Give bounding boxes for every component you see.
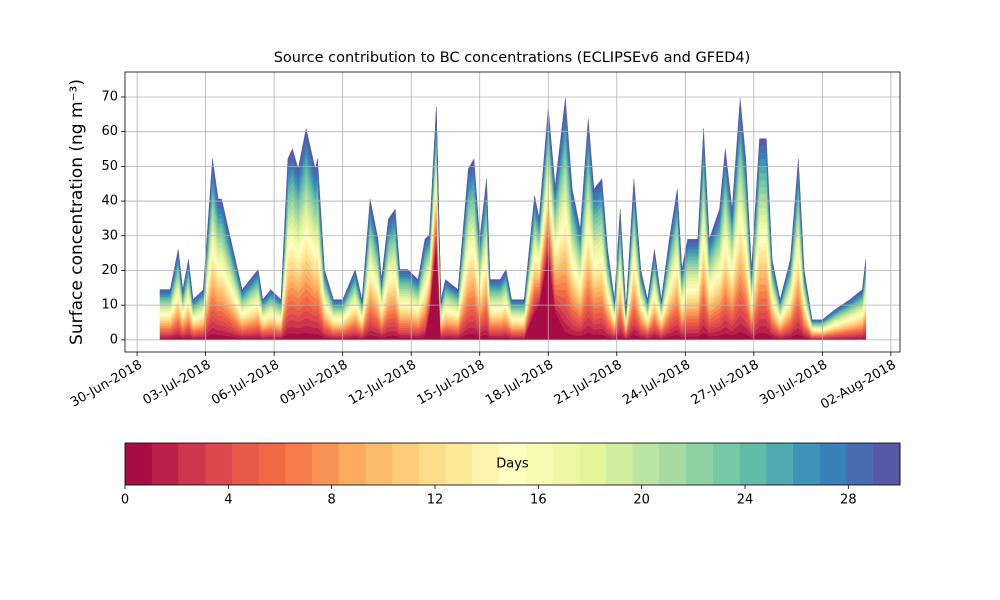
y-tick-label: 70	[101, 89, 118, 104]
colorbar-bin	[525, 443, 554, 485]
y-tick-label: 60	[101, 124, 118, 139]
colorbar-bin	[445, 443, 473, 485]
colorbar-bin	[178, 443, 206, 485]
y-axis-label: Surface concentration (ng m⁻³)	[67, 79, 87, 345]
colorbar-bin	[365, 443, 393, 485]
colorbar-bin	[766, 443, 794, 485]
x-tick-label: 03-Jul-2018	[141, 358, 214, 409]
area-layer	[159, 98, 866, 321]
colorbar-bin	[846, 443, 874, 485]
colorbar-bin	[873, 443, 901, 485]
colorbar-bin	[739, 443, 767, 485]
colorbar-bin	[686, 443, 714, 485]
colorbar-bin	[659, 443, 687, 485]
colorbar-tick-label: 8	[328, 493, 336, 508]
colorbar-bin	[552, 443, 580, 485]
y-tick-label: 40	[101, 194, 118, 209]
x-tick-label: 15-Jul-2018	[415, 358, 488, 409]
colorbar-bin	[606, 443, 634, 485]
colorbar-bin	[712, 443, 741, 485]
colorbar-tick-label: 24	[737, 493, 754, 508]
colorbar-label: Days	[496, 457, 529, 472]
colorbar-bin	[418, 443, 447, 485]
x-tick-label: 02-Aug-2018	[818, 358, 898, 413]
colorbar-frame	[124, 442, 901, 486]
colorbar-bin	[793, 443, 821, 485]
plot-frame	[124, 71, 901, 353]
x-tick-label: 12-Jul-2018	[346, 358, 419, 409]
colorbar-bin	[499, 443, 527, 485]
colorbar-bin	[632, 443, 660, 485]
colorbar-bin	[392, 443, 420, 485]
colorbar-tick-label: 0	[121, 493, 129, 508]
colorbar-bin	[231, 443, 260, 485]
x-tick-label: 06-Jul-2018	[209, 358, 282, 409]
y-tick-label: 0	[110, 332, 118, 347]
colorbar-bin	[285, 443, 313, 485]
colorbar-bin	[125, 443, 153, 485]
colorbar-bin	[579, 443, 607, 485]
x-tick-label: 30-Jun-2018	[68, 358, 145, 411]
x-tick-label: 09-Jul-2018	[278, 358, 351, 409]
x-tick-label: 21-Jul-2018	[552, 358, 625, 409]
x-tick-label: 24-Jul-2018	[620, 358, 693, 409]
colorbar-tick-label: 16	[530, 493, 547, 508]
y-tick-label: 30	[101, 228, 118, 243]
x-tick-label: 18-Jul-2018	[483, 358, 556, 409]
colorbar-bin	[338, 443, 367, 485]
y-tick-label: 10	[101, 298, 118, 313]
y-tick-label: 20	[101, 263, 118, 278]
colorbar-tick-label: 12	[427, 493, 444, 508]
colorbar-bin	[151, 443, 179, 485]
colorbar-bin	[819, 443, 848, 485]
colorbar-bin	[312, 443, 340, 485]
chart-title: Source contribution to BC concentrations…	[274, 50, 751, 66]
x-tick-label: 27-Jul-2018	[689, 358, 762, 409]
colorbar-tick-label: 20	[633, 493, 650, 508]
y-tick-label: 50	[101, 159, 118, 174]
colorbar-tick-label: 4	[224, 493, 232, 508]
colorbar-bin	[205, 443, 233, 485]
colorbar-tick-label: 28	[840, 493, 857, 508]
colorbar-bin	[258, 443, 286, 485]
colorbar-bin	[472, 443, 500, 485]
